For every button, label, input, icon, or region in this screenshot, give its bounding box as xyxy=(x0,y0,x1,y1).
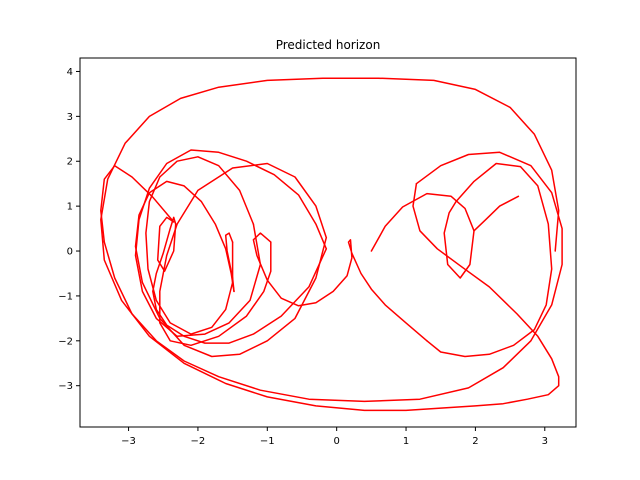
y-tick-label: 3 xyxy=(67,112,73,123)
x-tick-label: 2 xyxy=(472,436,478,447)
y-tick-label: 2 xyxy=(67,157,73,168)
axes-layer: −3 −2 −1 0 1 2 3 −3 −2 −1 0 1 2 3 4 xyxy=(58,57,577,447)
trajectory-segment-12 xyxy=(100,77,560,412)
trajectory-segment-9 xyxy=(152,216,328,344)
x-tick-label: −2 xyxy=(191,436,206,447)
trajectory-segment-1 xyxy=(370,192,520,252)
x-tick-label: −1 xyxy=(260,436,275,447)
x-tick-label: 1 xyxy=(403,436,409,447)
y-tick-label: 0 xyxy=(67,247,73,258)
trajectory-segment-3 xyxy=(252,232,428,342)
y-tick-label: −3 xyxy=(58,381,73,392)
trajectory-segment-11 xyxy=(100,151,563,403)
trajectory-segment-4 xyxy=(159,162,328,347)
trajectory-segment-10 xyxy=(156,216,177,272)
y-tick-label: 4 xyxy=(67,67,73,78)
trajectory-segment-2 xyxy=(426,162,553,358)
trajectory-segment-7 xyxy=(145,156,255,335)
y-tick-label: −1 xyxy=(58,291,73,302)
x-tick-label: −3 xyxy=(121,436,136,447)
y-tick-label: −2 xyxy=(58,336,73,347)
trajectory-segment-5 xyxy=(134,180,328,358)
plot-frame xyxy=(79,57,577,428)
series-layer xyxy=(100,77,563,412)
x-tick-label: 0 xyxy=(333,436,339,447)
chart-title: Predicted horizon xyxy=(276,38,381,52)
y-tick-label: 1 xyxy=(67,202,73,213)
trajectory-segment-8 xyxy=(134,149,328,338)
x-tick-label: 3 xyxy=(542,436,548,447)
